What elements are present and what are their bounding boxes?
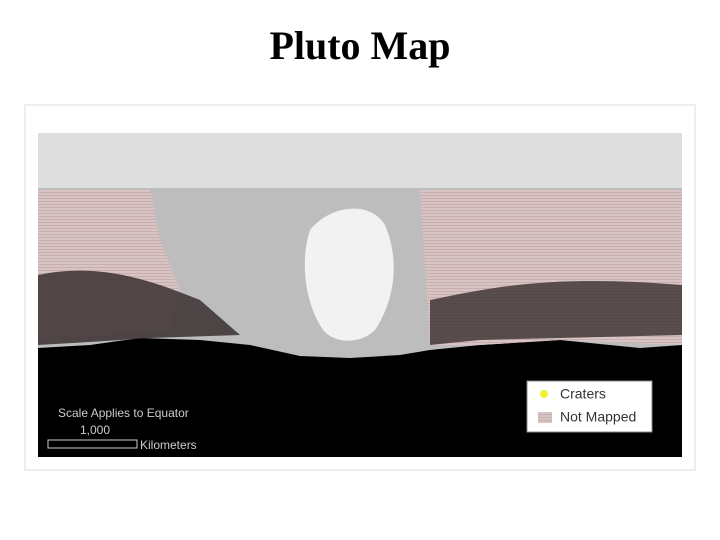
scale-caption: Scale Applies to Equator — [58, 406, 189, 420]
slide-title: Pluto Map — [269, 23, 451, 68]
scale-value: 1,000 — [80, 423, 110, 437]
legend-label: Not Mapped — [560, 409, 636, 425]
scale-bar — [47, 439, 138, 449]
legend-label: Craters — [560, 386, 606, 402]
scale-unit: Kilometers — [140, 438, 197, 452]
legend-swatch-craters — [540, 390, 548, 398]
legend-box — [526, 380, 653, 433]
legend-swatch-unmapped — [538, 412, 552, 423]
